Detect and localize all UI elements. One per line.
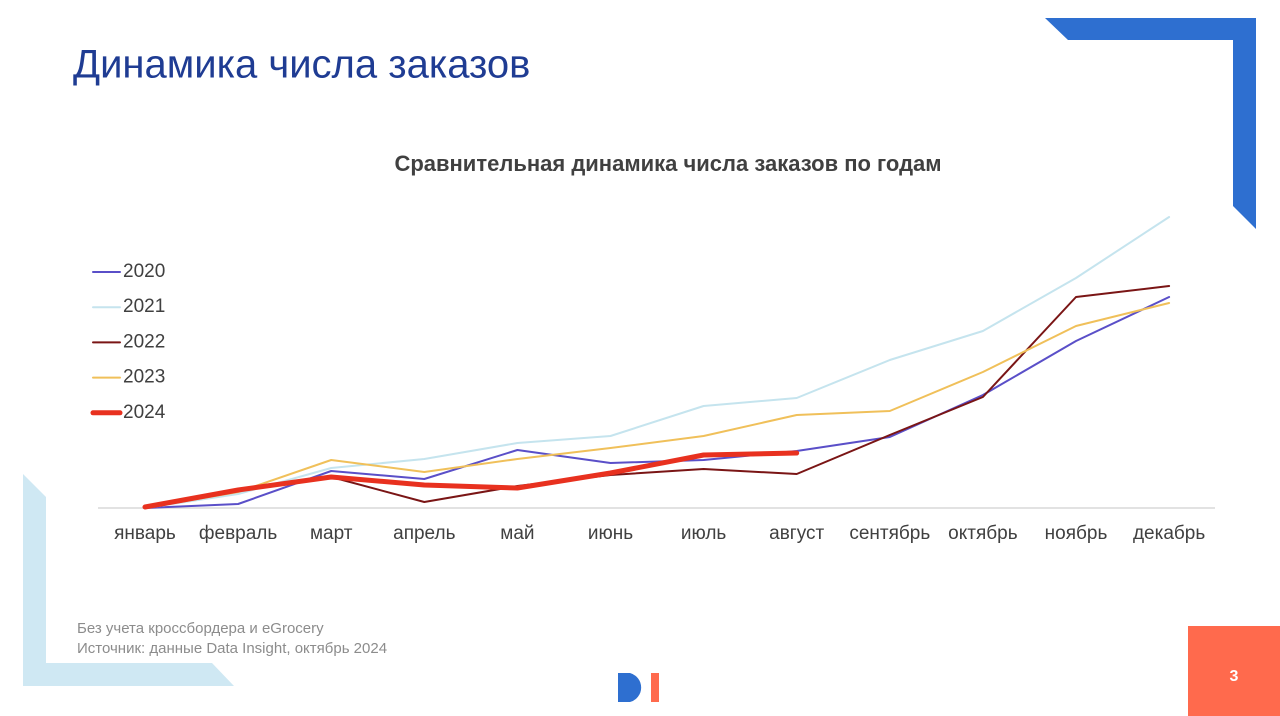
legend-label: 2021 [123, 296, 165, 317]
x-tick-label: август [769, 523, 824, 544]
legend-label: 2022 [123, 331, 165, 352]
legend-label: 2020 [123, 261, 165, 282]
x-tick-label: январь [114, 523, 176, 544]
legend-label: 2024 [123, 402, 166, 423]
page-number: 3 [1230, 668, 1239, 685]
note: Без учета кроссбордера и eGrocery [77, 620, 324, 637]
x-tick-label: декабрь [1133, 523, 1205, 544]
corner-decoration [23, 474, 234, 686]
x-tick-label: ноябрь [1045, 523, 1108, 544]
x-tick-label: март [310, 523, 353, 544]
x-tick-label: февраль [199, 523, 278, 544]
corner-decoration [1045, 18, 1256, 229]
x-tick-label: май [500, 523, 534, 544]
x-tick-label: апрель [393, 523, 455, 544]
legend-label: 2023 [123, 367, 165, 388]
x-tick-label: июль [681, 523, 727, 544]
chart-title: Сравнительная динамика числа заказов по … [394, 151, 941, 176]
line-series [144, 216, 1171, 509]
page-box [1188, 626, 1280, 716]
slide-title: Динамика числа заказов [73, 43, 530, 87]
line-series [144, 302, 1171, 509]
note: Источник: данные Data Insight, октябрь 2… [77, 640, 387, 657]
line-series [144, 285, 1171, 509]
line-series [142, 450, 800, 510]
x-tick-label: сентябрь [849, 523, 930, 544]
x-tick-label: июнь [588, 523, 633, 544]
logo [618, 673, 659, 702]
x-tick-label: октябрь [948, 523, 1018, 544]
